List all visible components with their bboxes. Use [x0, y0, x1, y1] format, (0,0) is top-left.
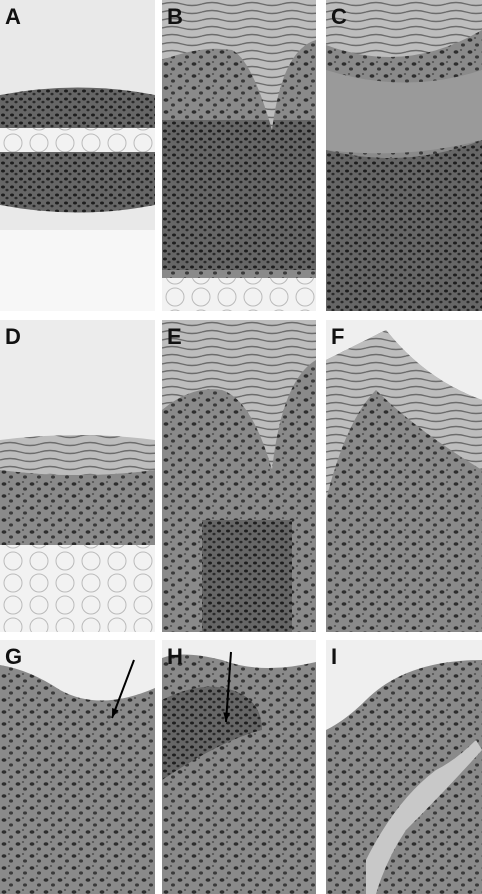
panel-label: C: [331, 4, 347, 29]
panel-image: [162, 0, 316, 311]
panel: I: [326, 640, 482, 894]
panel-label: E: [167, 324, 182, 349]
panel: B: [162, 0, 316, 311]
arrow-head: [223, 712, 231, 722]
panel: G: [0, 640, 155, 894]
arrow-shaft: [225, 651, 232, 723]
panel-label: H: [167, 644, 183, 669]
tissue-layer: [326, 330, 482, 500]
tissue-layer: [326, 70, 482, 154]
tissue-layer: [162, 320, 316, 470]
tissue-layer: [326, 140, 482, 311]
panel-image: [162, 640, 316, 894]
panel-label: F: [331, 324, 344, 349]
tissue-layer: [0, 435, 155, 475]
tissue-layer: [162, 278, 316, 311]
panel: D: [0, 320, 155, 632]
panel-label: G: [5, 644, 22, 669]
panel-image: [326, 320, 482, 632]
panel: H: [162, 640, 316, 894]
arrow-head: [112, 708, 119, 718]
tissue-layer: [0, 470, 155, 545]
tissue-layer: [162, 120, 316, 270]
panel-image: [0, 320, 155, 632]
tissue-layer: [326, 320, 482, 400]
panel-label: D: [5, 324, 21, 349]
tissue-layer: [0, 128, 155, 152]
panel: A: [0, 0, 155, 311]
panel-image: [162, 320, 316, 632]
panel-image: [326, 0, 482, 311]
panel-image: [0, 0, 155, 311]
tissue-layer: [366, 740, 482, 894]
tissue-layer: [0, 230, 155, 311]
tissue-layer: [326, 640, 482, 730]
panel: C: [326, 0, 482, 311]
tissue-layer: [326, 0, 482, 57]
panel-label: B: [167, 4, 183, 29]
tissue-layer: [0, 545, 155, 632]
tissue-layer: [0, 640, 155, 701]
tissue-layer: [162, 686, 262, 780]
panel: E: [162, 320, 316, 632]
panel-image: [0, 640, 155, 894]
panel-background: [162, 640, 316, 894]
panel-image: [326, 640, 482, 894]
panel-label: A: [5, 4, 21, 29]
tissue-layer: [162, 640, 316, 669]
arrow-shaft: [111, 659, 135, 719]
panel-label: I: [331, 644, 337, 669]
tissue-layer: [202, 520, 292, 632]
tissue-layer: [162, 0, 316, 130]
panel: F: [326, 320, 482, 632]
